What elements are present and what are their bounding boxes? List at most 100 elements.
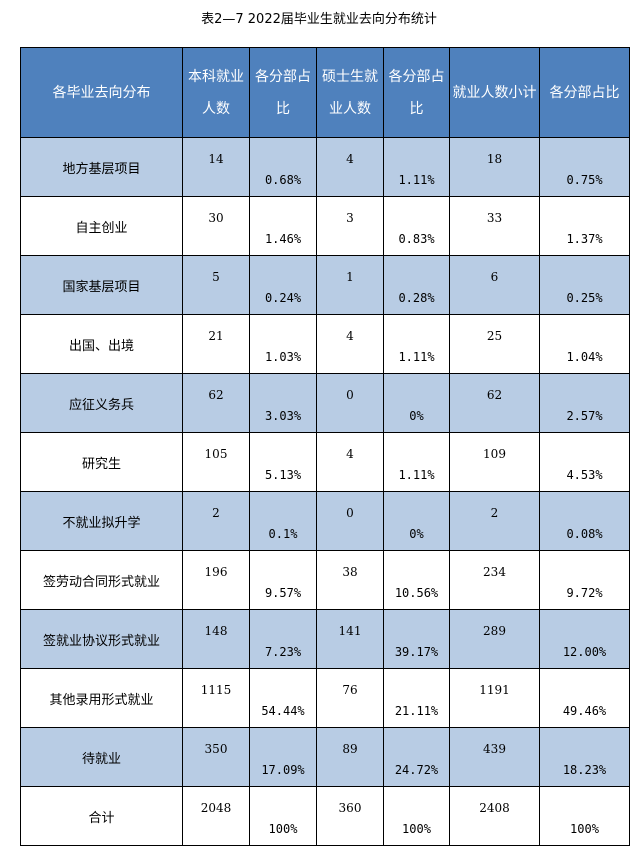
table-row: 自主创业 30 1.46% 3 0.83% 33 1.37%	[20, 196, 630, 256]
count-cell: 196	[182, 550, 250, 610]
count-cell: 5	[182, 255, 250, 315]
count-cell: 3	[316, 196, 384, 256]
header-cell: 各分部占比	[249, 47, 317, 138]
table-row: 不就业拟升学 2 0.1% 0 0% 2 0.08%	[20, 491, 630, 551]
employment-distribution-table: 各毕业去向分布 本科就业 人数 各分部占比 硕士生就 业人数 各分部占比 就业人数小…	[20, 47, 630, 846]
percent-cell: 0.28%	[383, 255, 450, 315]
category-cell: 签劳动合同形式就业	[20, 550, 183, 610]
percent-cell: 5.13%	[249, 432, 317, 492]
header-cell: 硕士生就 业人数	[316, 47, 384, 138]
percent-cell: 1.37%	[539, 196, 630, 256]
header-row: 各毕业去向分布 本科就业 人数 各分部占比 硕士生就 业人数 各分部占比 就业人数小…	[20, 47, 630, 138]
percent-cell: 0.08%	[539, 491, 630, 551]
percent-cell: 0.25%	[539, 255, 630, 315]
percent-cell: 0%	[383, 491, 450, 551]
table-row: 待就业 350 17.09% 89 24.72% 439 18.23%	[20, 727, 630, 787]
percent-cell: 39.17%	[383, 609, 450, 669]
table-row: 签劳动合同形式就业 196 9.57% 38 10.56% 234 9.72%	[20, 550, 630, 610]
count-cell: 6	[449, 255, 540, 315]
percent-cell: 1.04%	[539, 314, 630, 374]
count-cell: 4	[316, 137, 384, 197]
table-row: 应征义务兵 62 3.03% 0 0% 62 2.57%	[20, 373, 630, 433]
count-cell: 38	[316, 550, 384, 610]
count-cell: 148	[182, 609, 250, 669]
count-cell: 2048	[182, 786, 250, 846]
count-cell: 2	[449, 491, 540, 551]
count-cell: 2408	[449, 786, 540, 846]
percent-cell: 12.00%	[539, 609, 630, 669]
percent-cell: 0.1%	[249, 491, 317, 551]
percent-cell: 1.03%	[249, 314, 317, 374]
count-cell: 21	[182, 314, 250, 374]
category-cell: 国家基层项目	[20, 255, 183, 315]
count-cell: 1	[316, 255, 384, 315]
count-cell: 14	[182, 137, 250, 197]
count-cell: 18	[449, 137, 540, 197]
count-cell: 0	[316, 491, 384, 551]
category-cell: 研究生	[20, 432, 183, 492]
percent-cell: 9.72%	[539, 550, 630, 610]
count-cell: 360	[316, 786, 384, 846]
count-cell: 0	[316, 373, 384, 433]
count-cell: 62	[449, 373, 540, 433]
table-row: 国家基层项目 5 0.24% 1 0.28% 6 0.25%	[20, 255, 630, 315]
percent-cell: 0.75%	[539, 137, 630, 197]
category-cell: 地方基层项目	[20, 137, 183, 197]
count-cell: 1191	[449, 668, 540, 728]
percent-cell: 1.46%	[249, 196, 317, 256]
count-cell: 62	[182, 373, 250, 433]
category-cell: 出国、出境	[20, 314, 183, 374]
percent-cell: 100%	[249, 786, 317, 846]
table-row: 其他录用形式就业 1115 54.44% 76 21.11% 1191 49.46%	[20, 668, 630, 728]
count-cell: 2	[182, 491, 250, 551]
table-row: 签就业协议形式就业 148 7.23% 141 39.17% 289 12.00%	[20, 609, 630, 669]
percent-cell: 2.57%	[539, 373, 630, 433]
header-cell: 本科就业 人数	[182, 47, 250, 138]
category-cell: 合计	[20, 786, 183, 846]
count-cell: 109	[449, 432, 540, 492]
count-cell: 105	[182, 432, 250, 492]
count-cell: 76	[316, 668, 384, 728]
category-cell: 待就业	[20, 727, 183, 787]
percent-cell: 1.11%	[383, 432, 450, 492]
count-cell: 4	[316, 432, 384, 492]
percent-cell: 3.03%	[249, 373, 317, 433]
category-cell: 不就业拟升学	[20, 491, 183, 551]
count-cell: 1115	[182, 668, 250, 728]
count-cell: 141	[316, 609, 384, 669]
percent-cell: 17.09%	[249, 727, 317, 787]
percent-cell: 7.23%	[249, 609, 317, 669]
table-row: 研究生 105 5.13% 4 1.11% 109 4.53%	[20, 432, 630, 492]
percent-cell: 49.46%	[539, 668, 630, 728]
count-cell: 4	[316, 314, 384, 374]
header-cell: 各毕业去向分布	[20, 47, 183, 138]
category-cell: 自主创业	[20, 196, 183, 256]
count-cell: 289	[449, 609, 540, 669]
percent-cell: 24.72%	[383, 727, 450, 787]
percent-cell: 100%	[383, 786, 450, 846]
table-title: 表2—7 2022届毕业生就业去向分布统计	[201, 12, 437, 27]
count-cell: 350	[182, 727, 250, 787]
percent-cell: 4.53%	[539, 432, 630, 492]
percent-cell: 1.11%	[383, 314, 450, 374]
category-cell: 其他录用形式就业	[20, 668, 183, 728]
count-cell: 30	[182, 196, 250, 256]
percent-cell: 18.23%	[539, 727, 630, 787]
header-cell: 各分部占比	[383, 47, 450, 138]
count-cell: 89	[316, 727, 384, 787]
percent-cell: 100%	[539, 786, 630, 846]
percent-cell: 0.24%	[249, 255, 317, 315]
count-cell: 33	[449, 196, 540, 256]
percent-cell: 10.56%	[383, 550, 450, 610]
count-cell: 439	[449, 727, 540, 787]
percent-cell: 1.11%	[383, 137, 450, 197]
percent-cell: 0.83%	[383, 196, 450, 256]
percent-cell: 21.11%	[383, 668, 450, 728]
header-cell: 各分部占比	[539, 47, 630, 138]
percent-cell: 54.44%	[249, 668, 317, 728]
percent-cell: 0.68%	[249, 137, 317, 197]
table-row: 出国、出境 21 1.03% 4 1.11% 25 1.04%	[20, 314, 630, 374]
count-cell: 25	[449, 314, 540, 374]
category-cell: 应征义务兵	[20, 373, 183, 433]
table-row: 合计 2048 100% 360 100% 2408 100%	[20, 786, 630, 846]
